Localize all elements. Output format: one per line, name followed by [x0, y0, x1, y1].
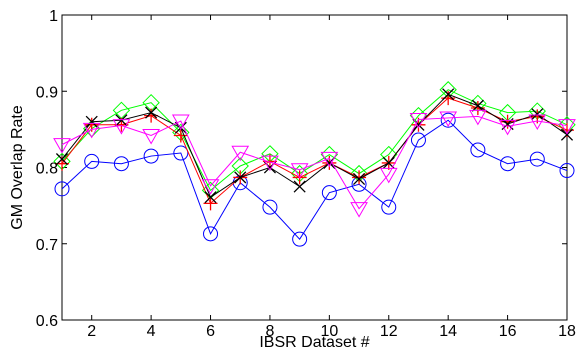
data-point-circle	[500, 156, 516, 172]
data-point-x	[560, 128, 574, 141]
series-2	[53, 81, 576, 200]
data-point-circle	[321, 185, 337, 201]
data-point-triangle	[409, 112, 428, 129]
data-point-triangle	[379, 167, 398, 184]
data-point-x	[293, 180, 306, 193]
x-axis-label: IBSR Dataset #	[259, 334, 369, 351]
x-tick-label: 16	[499, 323, 517, 340]
data-point-triangle	[171, 114, 190, 130]
data-point-triangle	[290, 163, 309, 179]
axis-ticks	[62, 14, 568, 321]
data-point-plus	[352, 170, 367, 185]
data-point-circle	[410, 132, 426, 148]
data-point-x	[85, 115, 98, 128]
series-4	[55, 88, 574, 204]
data-point-triangle	[231, 145, 250, 162]
data-point-circle	[84, 153, 100, 169]
data-point-circle	[173, 145, 189, 161]
y-tick-label: 0.9	[36, 84, 58, 101]
data-point-triangle	[82, 122, 101, 139]
data-point-plus	[144, 108, 159, 123]
data-point-triangle	[261, 155, 279, 172]
data-point-circle	[203, 226, 219, 242]
y-axis-label: GM Overlap Rate	[9, 105, 26, 230]
data-point-circle	[559, 163, 575, 179]
data-point-x	[174, 121, 187, 134]
data-point-x	[442, 88, 455, 101]
data-point-x	[471, 99, 484, 112]
x-tick-label: 6	[206, 323, 215, 340]
series-line	[61, 93, 568, 198]
data-point-circle	[143, 148, 159, 164]
x-tick-label: 18	[558, 323, 576, 340]
y-tick-label: 0.6	[36, 313, 58, 330]
data-point-triangle	[558, 119, 576, 135]
data-point-circle	[54, 181, 70, 197]
data-point-triangle	[528, 114, 547, 130]
data-point-triangle	[53, 138, 71, 154]
data-point-circle	[381, 199, 397, 215]
data-point-triangle	[142, 128, 160, 145]
data-point-x	[234, 171, 247, 184]
data-point-circle	[262, 199, 278, 215]
data-point-x	[145, 106, 158, 119]
series-layer	[53, 81, 576, 247]
data-point-circle	[440, 112, 456, 128]
data-point-x	[352, 172, 366, 185]
data-point-plus	[173, 128, 188, 143]
data-point-plus	[470, 101, 485, 116]
series-line	[61, 119, 568, 240]
data-point-x	[55, 153, 69, 166]
data-point-triangle	[469, 109, 487, 126]
data-point-triangle	[439, 111, 458, 127]
data-point-x	[531, 108, 544, 121]
data-point-x	[115, 114, 128, 127]
data-point-triangle	[350, 202, 368, 218]
plot-frame	[61, 14, 568, 321]
series-1	[54, 112, 575, 247]
data-point-circle	[292, 231, 308, 247]
y-tick-label: 0.7	[36, 237, 58, 254]
x-tick-label: 2	[87, 323, 96, 340]
x-tick-label: 10	[320, 323, 338, 340]
tick-labels: 2 4 6 8 10 12 14 16 18 0.6 0.7 0.8 0.9 1	[36, 8, 576, 340]
data-point-circle	[113, 156, 129, 172]
x-tick-label: 4	[147, 323, 156, 340]
data-point-x	[204, 191, 217, 204]
data-point-triangle	[112, 119, 131, 135]
x-tick-label: 14	[439, 323, 457, 340]
plot-area-border	[61, 14, 568, 321]
data-point-circle	[529, 151, 545, 167]
data-point-triangle	[498, 119, 517, 136]
data-point-triangle	[320, 151, 339, 168]
data-point-triangle	[201, 179, 220, 195]
y-tick-label: 0.8	[36, 161, 58, 178]
series-5	[53, 109, 576, 218]
data-point-circle	[470, 142, 486, 158]
series-line	[61, 115, 568, 210]
x-tick-label: 12	[380, 323, 398, 340]
y-tick-label: 1	[49, 8, 58, 25]
data-point-plus	[203, 196, 218, 211]
x-tick-label: 8	[265, 323, 274, 340]
